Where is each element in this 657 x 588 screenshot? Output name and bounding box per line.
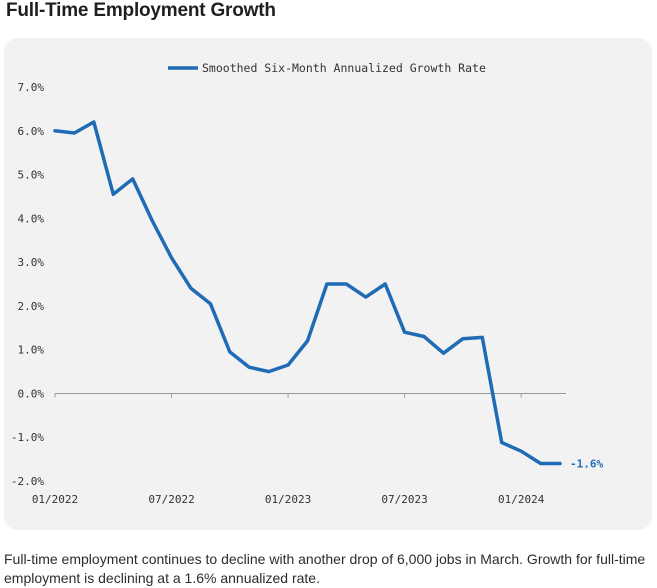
chart-card: Smoothed Six-Month Annualized Growth Rat… bbox=[4, 38, 652, 530]
y-axis: 7.0% 6.0% 5.0% 4.0% 3.0% 2.0% 1.0% 0.0% -1.0% -2.… bbox=[11, 81, 44, 488]
y-tick-label: 5.0% bbox=[18, 169, 45, 182]
line-chart: Smoothed Six-Month Annualized Growth Rat… bbox=[11, 61, 604, 506]
plot-area: -1.6% bbox=[53, 120, 603, 470]
x-tick-label: 07/2023 bbox=[381, 493, 427, 506]
y-tick-label: 7.0% bbox=[18, 81, 45, 94]
x-tick-label: 07/2022 bbox=[148, 493, 194, 506]
y-tick-label: 4.0% bbox=[18, 212, 45, 225]
x-axis: 01/2022 07/2022 01/2023 07/2023 01/2024 bbox=[32, 392, 566, 506]
legend-label: Smoothed Six-Month Annualized Growth Rat… bbox=[202, 61, 486, 75]
y-tick-label: 2.0% bbox=[18, 300, 45, 313]
y-tick-label: -2.0% bbox=[11, 475, 44, 488]
y-tick-label: 6.0% bbox=[18, 125, 45, 138]
legend: Smoothed Six-Month Annualized Growth Rat… bbox=[168, 61, 486, 75]
series-line bbox=[53, 120, 562, 466]
x-tick-label: 01/2024 bbox=[498, 493, 545, 506]
y-tick-label: -1.0% bbox=[11, 431, 44, 444]
y-tick-label: 1.0% bbox=[18, 344, 45, 357]
chart-title: Full-Time Employment Growth bbox=[6, 0, 276, 21]
x-tick-label: 01/2022 bbox=[32, 493, 78, 506]
x-tick-label: 01/2023 bbox=[265, 493, 311, 506]
y-tick-label: 3.0% bbox=[18, 256, 45, 269]
end-value-label: -1.6% bbox=[570, 457, 603, 470]
y-tick-label: 0.0% bbox=[18, 387, 45, 400]
caption: Full-time employment continues to declin… bbox=[4, 551, 646, 586]
